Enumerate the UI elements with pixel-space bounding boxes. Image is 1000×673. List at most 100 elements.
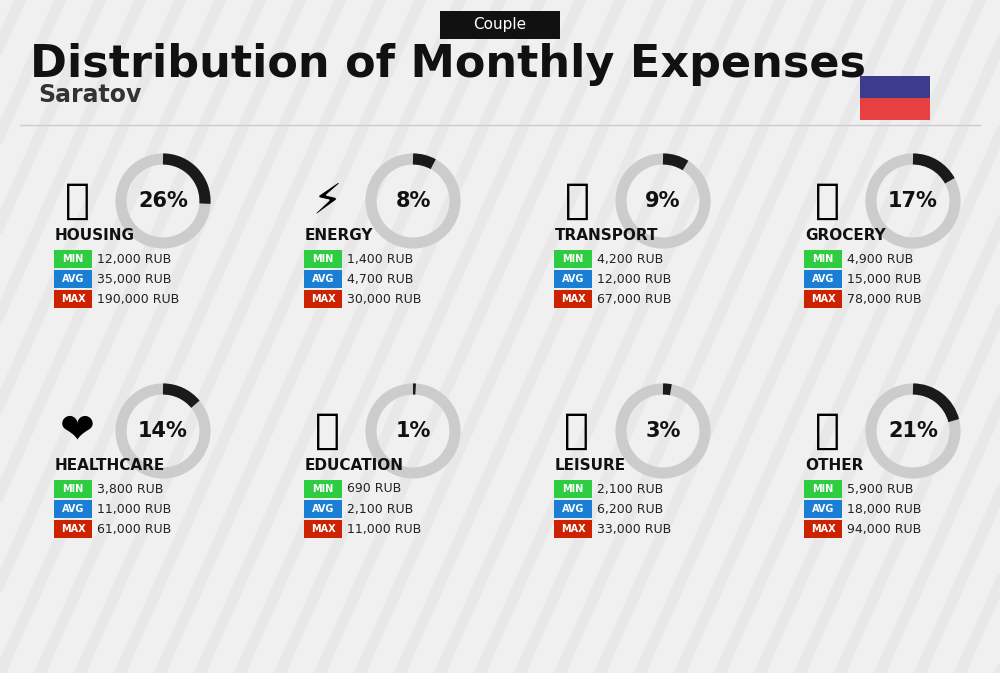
Text: 🚌: 🚌 <box>564 180 590 222</box>
Text: Saratov: Saratov <box>38 83 141 107</box>
Text: AVG: AVG <box>562 274 584 284</box>
FancyBboxPatch shape <box>554 520 592 538</box>
FancyBboxPatch shape <box>54 520 92 538</box>
FancyBboxPatch shape <box>860 76 930 98</box>
FancyBboxPatch shape <box>54 500 92 518</box>
FancyBboxPatch shape <box>304 290 342 308</box>
Text: 4,700 RUB: 4,700 RUB <box>347 273 413 285</box>
Text: EDUCATION: EDUCATION <box>305 458 404 472</box>
Text: MIN: MIN <box>312 254 334 264</box>
Text: MIN: MIN <box>562 254 584 264</box>
Text: ENERGY: ENERGY <box>305 227 374 242</box>
Text: MIN: MIN <box>812 484 834 494</box>
Text: MIN: MIN <box>62 254 84 264</box>
Text: MIN: MIN <box>812 254 834 264</box>
Text: 4,900 RUB: 4,900 RUB <box>847 252 913 266</box>
FancyBboxPatch shape <box>554 480 592 498</box>
FancyBboxPatch shape <box>54 250 92 268</box>
Text: 🏢: 🏢 <box>64 180 90 222</box>
Text: 1%: 1% <box>395 421 431 441</box>
FancyBboxPatch shape <box>304 520 342 538</box>
Text: MAX: MAX <box>811 294 835 304</box>
Text: 1,400 RUB: 1,400 RUB <box>347 252 413 266</box>
Text: AVG: AVG <box>312 274 334 284</box>
Text: 18,000 RUB: 18,000 RUB <box>847 503 921 516</box>
Text: MAX: MAX <box>561 524 585 534</box>
Text: MIN: MIN <box>562 484 584 494</box>
Text: HOUSING: HOUSING <box>55 227 135 242</box>
FancyBboxPatch shape <box>54 290 92 308</box>
Text: 4,200 RUB: 4,200 RUB <box>597 252 663 266</box>
Text: 94,000 RUB: 94,000 RUB <box>847 522 921 536</box>
Text: 17%: 17% <box>888 191 938 211</box>
Text: ⚡: ⚡ <box>312 180 342 222</box>
FancyBboxPatch shape <box>554 270 592 288</box>
Text: 2,100 RUB: 2,100 RUB <box>347 503 413 516</box>
Text: MAX: MAX <box>811 524 835 534</box>
Text: 3,800 RUB: 3,800 RUB <box>97 483 163 495</box>
Text: 21%: 21% <box>888 421 938 441</box>
Text: 🎓: 🎓 <box>314 410 340 452</box>
Text: 33,000 RUB: 33,000 RUB <box>597 522 671 536</box>
Text: 67,000 RUB: 67,000 RUB <box>597 293 671 306</box>
Text: 👛: 👛 <box>814 410 840 452</box>
Text: 15,000 RUB: 15,000 RUB <box>847 273 921 285</box>
FancyBboxPatch shape <box>304 480 342 498</box>
Text: OTHER: OTHER <box>805 458 863 472</box>
Text: Couple: Couple <box>473 17 527 32</box>
Text: MIN: MIN <box>312 484 334 494</box>
FancyBboxPatch shape <box>860 98 930 120</box>
Text: 6,200 RUB: 6,200 RUB <box>597 503 663 516</box>
Text: 78,000 RUB: 78,000 RUB <box>847 293 922 306</box>
Text: 12,000 RUB: 12,000 RUB <box>97 252 171 266</box>
Text: MAX: MAX <box>61 294 85 304</box>
Text: AVG: AVG <box>812 274 834 284</box>
FancyBboxPatch shape <box>804 270 842 288</box>
Text: HEALTHCARE: HEALTHCARE <box>55 458 165 472</box>
Text: 11,000 RUB: 11,000 RUB <box>97 503 171 516</box>
Text: 11,000 RUB: 11,000 RUB <box>347 522 421 536</box>
FancyBboxPatch shape <box>804 250 842 268</box>
Text: MAX: MAX <box>311 294 335 304</box>
Text: MAX: MAX <box>61 524 85 534</box>
Text: 30,000 RUB: 30,000 RUB <box>347 293 421 306</box>
Text: GROCERY: GROCERY <box>805 227 886 242</box>
FancyBboxPatch shape <box>304 270 342 288</box>
FancyBboxPatch shape <box>804 290 842 308</box>
Text: 🛒: 🛒 <box>814 180 840 222</box>
Text: TRANSPORT: TRANSPORT <box>555 227 658 242</box>
Text: 2,100 RUB: 2,100 RUB <box>597 483 663 495</box>
Text: 14%: 14% <box>138 421 188 441</box>
Text: 190,000 RUB: 190,000 RUB <box>97 293 179 306</box>
Text: LEISURE: LEISURE <box>555 458 626 472</box>
Text: 690 RUB: 690 RUB <box>347 483 401 495</box>
Text: 61,000 RUB: 61,000 RUB <box>97 522 171 536</box>
FancyBboxPatch shape <box>54 480 92 498</box>
FancyBboxPatch shape <box>554 290 592 308</box>
Text: 35,000 RUB: 35,000 RUB <box>97 273 171 285</box>
Text: AVG: AVG <box>812 504 834 514</box>
Text: 8%: 8% <box>395 191 431 211</box>
FancyBboxPatch shape <box>554 250 592 268</box>
FancyBboxPatch shape <box>304 500 342 518</box>
Text: MAX: MAX <box>311 524 335 534</box>
Text: AVG: AVG <box>562 504 584 514</box>
Text: 5,900 RUB: 5,900 RUB <box>847 483 913 495</box>
FancyBboxPatch shape <box>54 270 92 288</box>
Text: ❤️: ❤️ <box>60 410 94 452</box>
Text: 26%: 26% <box>138 191 188 211</box>
Text: AVG: AVG <box>62 504 84 514</box>
Text: MAX: MAX <box>561 294 585 304</box>
Text: AVG: AVG <box>312 504 334 514</box>
FancyBboxPatch shape <box>804 480 842 498</box>
FancyBboxPatch shape <box>440 11 560 39</box>
Text: 🛍️: 🛍️ <box>564 410 590 452</box>
FancyBboxPatch shape <box>804 520 842 538</box>
FancyBboxPatch shape <box>804 500 842 518</box>
Text: 3%: 3% <box>645 421 681 441</box>
Text: 9%: 9% <box>645 191 681 211</box>
FancyBboxPatch shape <box>554 500 592 518</box>
FancyBboxPatch shape <box>304 250 342 268</box>
Text: MIN: MIN <box>62 484 84 494</box>
Text: 12,000 RUB: 12,000 RUB <box>597 273 671 285</box>
